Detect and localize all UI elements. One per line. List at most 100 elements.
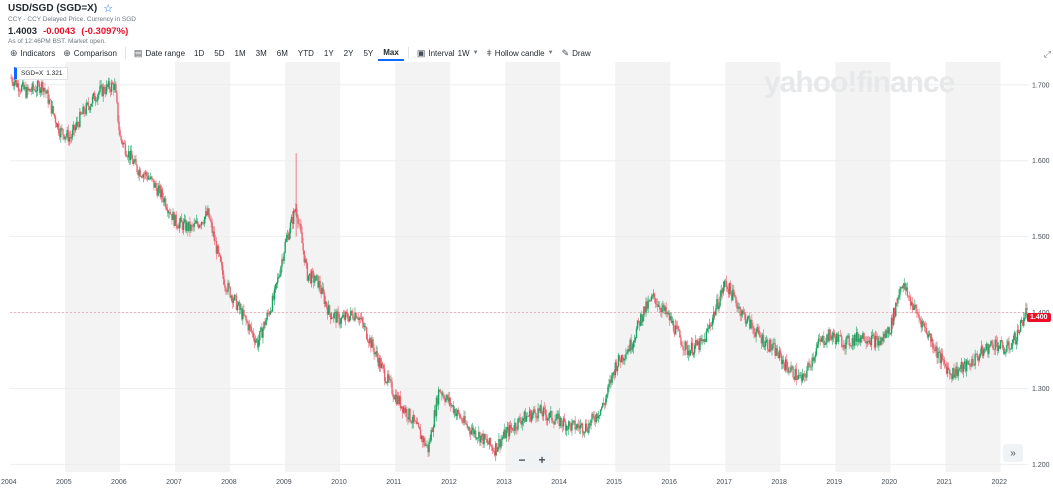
candle-body [645,301,647,313]
candle-body [83,106,85,114]
candle-body [407,417,409,420]
candle-body [17,83,20,92]
candle-body [958,369,960,370]
candle-body [538,408,540,411]
candle-body [896,302,898,304]
interval-button[interactable]: ▣ Interval 1W ▼ [413,45,483,61]
candle-body [513,430,515,431]
candle-body [1003,348,1005,354]
candle-body [230,295,232,298]
candle-body [402,407,405,413]
candle-body [632,341,635,348]
candle-body [290,216,293,223]
candle-body [666,313,668,315]
candle-body [229,286,231,298]
candle-body [84,113,86,114]
candle-body [539,405,541,411]
candle-body [999,340,1002,349]
fullscreen-icon[interactable]: ⤢ [1043,49,1051,59]
candle-body [612,372,614,373]
candle-type-button[interactable]: ǂ Hollow candle ▼ [483,45,558,61]
range-max[interactable]: Max [378,45,404,61]
candle-body [731,291,733,301]
candle-body [249,324,251,327]
candle-body [207,208,209,215]
date-range-button[interactable]: ▤ Date range [130,45,189,61]
range-1m[interactable]: 1M [234,48,246,58]
candle-body [521,420,523,425]
range-1y[interactable]: 1Y [323,48,334,58]
candle-body [667,312,669,314]
candle-body [18,91,21,92]
candle-body [710,324,713,326]
candle-body [993,349,995,350]
range-5d[interactable]: 5D [214,48,225,58]
candle-body [604,404,606,406]
candle-body [808,363,810,364]
candle-body [778,350,781,358]
scroll-to-latest-button[interactable]: » [1003,444,1023,462]
draw-button[interactable]: ✎ Draw [558,45,595,61]
candle-body [871,334,874,337]
candle-body [918,314,920,319]
candle-body [996,342,999,351]
candle-body [176,225,178,228]
candle-body [450,405,453,406]
candle-body [386,382,388,384]
add-circle-icon: ⊕ [10,47,18,58]
candle-body [224,284,226,288]
range-6m[interactable]: 6M [276,48,288,58]
zoom-in-button[interactable]: + [538,453,546,467]
candle-body [482,433,484,445]
candle-body [526,416,529,417]
comparison-button[interactable]: ⊕ Comparison [59,45,121,61]
range-5y[interactable]: 5Y [363,48,374,58]
candle-body [280,266,282,276]
candle-body [305,259,308,264]
candle-body [514,423,516,431]
candle-body [22,82,24,86]
candle-body [708,324,711,329]
candle-body [319,280,321,290]
candle-body [344,312,347,320]
candle-body [68,137,71,142]
candle-body [197,224,200,228]
candle-body [914,304,916,308]
range-ytd[interactable]: YTD [297,48,314,58]
candle-body [359,317,362,319]
series-legend[interactable]: SGD=X 1.321 [14,67,68,80]
candle-body [685,341,687,346]
candle-body [961,362,964,372]
candle-body [428,441,430,453]
zoom-out-button[interactable]: − [518,453,526,467]
range-1d[interactable]: 1D [194,48,205,58]
candle-body [888,327,891,334]
candle-body [601,403,604,408]
candle-body [825,342,827,345]
candle-body [947,367,950,370]
candle-body [556,414,558,420]
indicators-button[interactable]: ⊕ Indicators [6,45,59,61]
candle-body [711,317,714,325]
star-icon[interactable]: ☆ [103,3,114,15]
candle-body [836,333,839,342]
candle-body [887,327,890,334]
candle-body [761,334,764,344]
range-3m[interactable]: 3M [255,48,267,58]
range-2y[interactable]: 2Y [343,48,354,58]
candle-body [444,398,446,402]
candle-body [649,300,651,302]
candle-body [347,318,350,322]
candle-body [655,304,658,305]
candle-body [600,407,603,410]
price-chart[interactable]: 1.200 1.300 1.400 1.500 1.600 1.700 2004 2005 20… [0,62,1053,500]
candle-body [60,127,62,138]
candle-body [861,335,863,339]
chart-canvas[interactable]: 1.200 1.300 1.400 1.500 1.600 1.700 2004 2005 20… [0,62,1053,500]
candle-body [906,287,909,296]
candle-body [15,79,18,87]
candle-body [701,339,703,342]
candle-body [426,444,428,446]
candle-body [575,428,577,430]
candle-body [676,325,678,327]
